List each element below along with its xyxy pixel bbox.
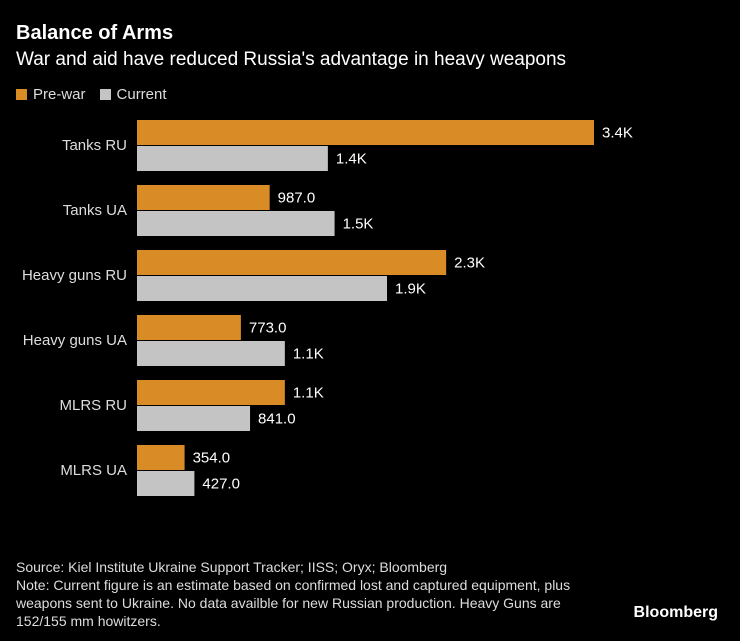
- legend-swatch-current: [99, 89, 111, 100]
- bar-prewar: [137, 445, 185, 470]
- category-label: Heavy guns UA: [23, 332, 127, 349]
- bar-current: [137, 146, 328, 171]
- legend: Pre-war Current: [16, 86, 167, 103]
- category-label: MLRS RU: [59, 397, 127, 414]
- footnote: Source: Kiel Institute Ukraine Support T…: [16, 558, 596, 630]
- bar-current: [137, 406, 251, 431]
- bar-current: [137, 276, 388, 301]
- legend-label-prewar: Pre-war: [33, 86, 86, 103]
- data-label: 1.1K: [293, 385, 324, 402]
- data-label: 987.0: [278, 190, 316, 207]
- category-label: Tanks UA: [63, 202, 127, 219]
- bar-current: [137, 211, 335, 236]
- category-label: MLRS UA: [60, 462, 127, 479]
- data-label: 354.0: [193, 450, 231, 467]
- legend-swatch-prewar: [16, 89, 27, 100]
- data-label: 427.0: [202, 476, 240, 493]
- data-label: 1.9K: [395, 281, 426, 298]
- data-label: 2.3K: [454, 255, 485, 272]
- bar-current: [137, 341, 285, 366]
- data-label: 3.4K: [602, 125, 633, 142]
- bar-prewar: [137, 315, 241, 340]
- bar-current: [137, 471, 195, 496]
- bar-prewar: [137, 380, 285, 405]
- bar-prewar: [137, 120, 594, 145]
- data-label: 1.4K: [336, 151, 367, 168]
- category-label: Heavy guns RU: [22, 267, 127, 284]
- data-label: 1.1K: [293, 346, 324, 363]
- data-label: 1.5K: [343, 216, 374, 233]
- source-text: Source: Kiel Institute Ukraine Support T…: [16, 559, 448, 575]
- bar-prewar: [137, 250, 447, 275]
- bloomberg-logo: Bloomberg: [633, 604, 718, 621]
- note-text: Note: Current figure is an estimate base…: [16, 577, 571, 629]
- chart-subtitle: War and aid have reduced Russia's advant…: [16, 49, 567, 70]
- legend-label-current: Current: [116, 86, 167, 103]
- data-label: 841.0: [258, 411, 296, 428]
- data-label: 773.0: [249, 320, 287, 337]
- category-label: Tanks RU: [62, 137, 127, 154]
- bar-prewar: [137, 185, 270, 210]
- chart-title: Balance of Arms: [16, 22, 174, 44]
